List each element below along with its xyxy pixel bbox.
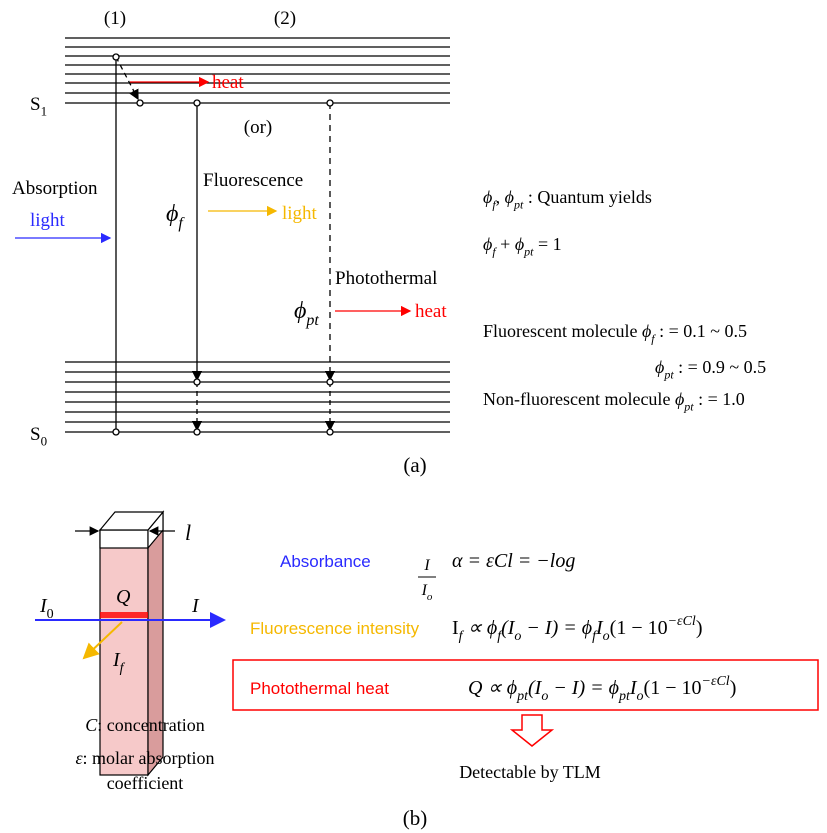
text-run: + [496, 234, 515, 254]
panel-label: (a) [403, 453, 426, 477]
text-run: −εCl [668, 614, 696, 629]
text-run: pt [523, 244, 534, 258]
text-run: Q ∝ ϕ [468, 677, 517, 699]
fraction-numerator: I [423, 557, 430, 574]
or-label: (or) [244, 117, 272, 138]
column-label: (2) [274, 8, 296, 29]
text-run: ) [730, 677, 737, 699]
text-run: −εCl [702, 674, 730, 689]
width-label: l [185, 520, 191, 545]
text-run: o [541, 689, 548, 704]
heat-symbol: Q [116, 586, 131, 608]
heat-label: heat [415, 301, 447, 322]
quantity-name: Photothermal heat [250, 679, 389, 698]
text-run: ϕ [505, 187, 514, 207]
photothermal-label: Photothermal [335, 268, 437, 289]
text-run: ϕ [483, 187, 492, 207]
text-run: : = 1.0 [694, 389, 745, 409]
text-run: pt [305, 312, 319, 329]
equation: Q ∝ ϕpt(Io − I) = ϕptIo(1 − 10−εCl) [468, 674, 736, 704]
beam-label: I [191, 595, 200, 617]
note: Non-fluorescent molecule ϕpt : = 1.0 [483, 389, 745, 413]
text-run: ϕ [675, 389, 684, 409]
text-run: ϕ [655, 357, 664, 377]
legend-line: coefficient [107, 773, 184, 793]
text-run: = 1 [534, 234, 562, 254]
text-run: − I) = ϕ [521, 617, 592, 639]
text-run: : = 0.9 ~ 0.5 [674, 357, 766, 377]
text-run: α = εCl = −log [452, 550, 575, 572]
conclusion: Detectable by TLM [459, 762, 601, 782]
text-run: ∝ ϕ [463, 617, 498, 639]
text-run: 0 [47, 607, 54, 622]
panel-label: (b) [403, 806, 428, 830]
fluorescence-label: Fluorescence [203, 170, 303, 191]
text-run: − I) = ϕ [548, 677, 619, 699]
text-run: o [427, 591, 433, 603]
text-run: S [30, 94, 41, 115]
cuvette [35, 512, 818, 775]
quantity-name: Fluorescence intensity [250, 619, 420, 638]
text-run: : = 0.1 ~ 0.5 [655, 321, 747, 341]
text-run: 1 [41, 104, 48, 119]
note: ϕf, ϕpt : Quantum yields [483, 187, 652, 211]
text-run: o [603, 629, 610, 644]
note: ϕf + ϕpt = 1 [483, 234, 562, 258]
figure: (1)(2)S1S0heat(or)AbsorptionlightFluores… [0, 0, 827, 833]
text-run: ϕ [294, 298, 306, 324]
absorption-label: Absorption [12, 178, 98, 199]
text-run: S [30, 424, 41, 445]
state-label: S1 [30, 94, 47, 119]
text-run: ϕ [642, 321, 651, 341]
text-run: 0 [41, 434, 48, 449]
note: ϕpt : = 0.9 ~ 0.5 [655, 357, 766, 381]
light-label: light [30, 210, 66, 231]
text-run: f [178, 215, 185, 232]
text-run: : molar absorption [83, 748, 215, 768]
beam-label: I0 [39, 595, 54, 622]
yield-symbol: ϕpt [294, 298, 319, 329]
quantity-name: Absorbance [280, 552, 371, 571]
column-label: (1) [104, 8, 126, 29]
text-run: (1 − 10 [610, 617, 668, 639]
text-run: Non-fluorescent molecule [483, 389, 675, 409]
text-run: ) [696, 617, 703, 639]
equation: If ∝ ϕf(Io − I) = ϕfIo(1 − 10−εCl) [452, 614, 702, 644]
text-run: ϕ [166, 201, 178, 227]
equation: α = εCl = −log [452, 550, 575, 572]
state-label: S0 [30, 424, 47, 449]
text-run: pt [683, 399, 694, 413]
text-run: ϕ [515, 234, 524, 254]
text-run: ϕ [483, 234, 492, 254]
legend-line: ε: molar absorption [75, 748, 214, 768]
light-label: light [282, 203, 318, 224]
text-run: : concentration [97, 715, 204, 735]
text-run: o [514, 629, 521, 644]
text-run: (1 − 10 [644, 677, 702, 699]
note: Fluorescent molecule ϕf : = 0.1 ~ 0.5 [483, 321, 747, 345]
fraction-denominator: Io [421, 582, 433, 603]
text-run: I [452, 617, 459, 639]
text-run: : Quantum yields [523, 187, 652, 207]
text-run: , [496, 187, 505, 207]
text-run: coefficient [107, 773, 184, 793]
text-run: Fluorescent molecule [483, 321, 642, 341]
text-run: pt [663, 367, 674, 381]
text-run: o [637, 689, 644, 704]
yield-symbol: ϕf [166, 201, 185, 232]
heat-label: heat [212, 72, 244, 93]
text-run: pt [513, 197, 524, 211]
transitions [15, 54, 410, 435]
legend-line: C: concentration [85, 715, 204, 735]
energy-levels [65, 38, 450, 432]
